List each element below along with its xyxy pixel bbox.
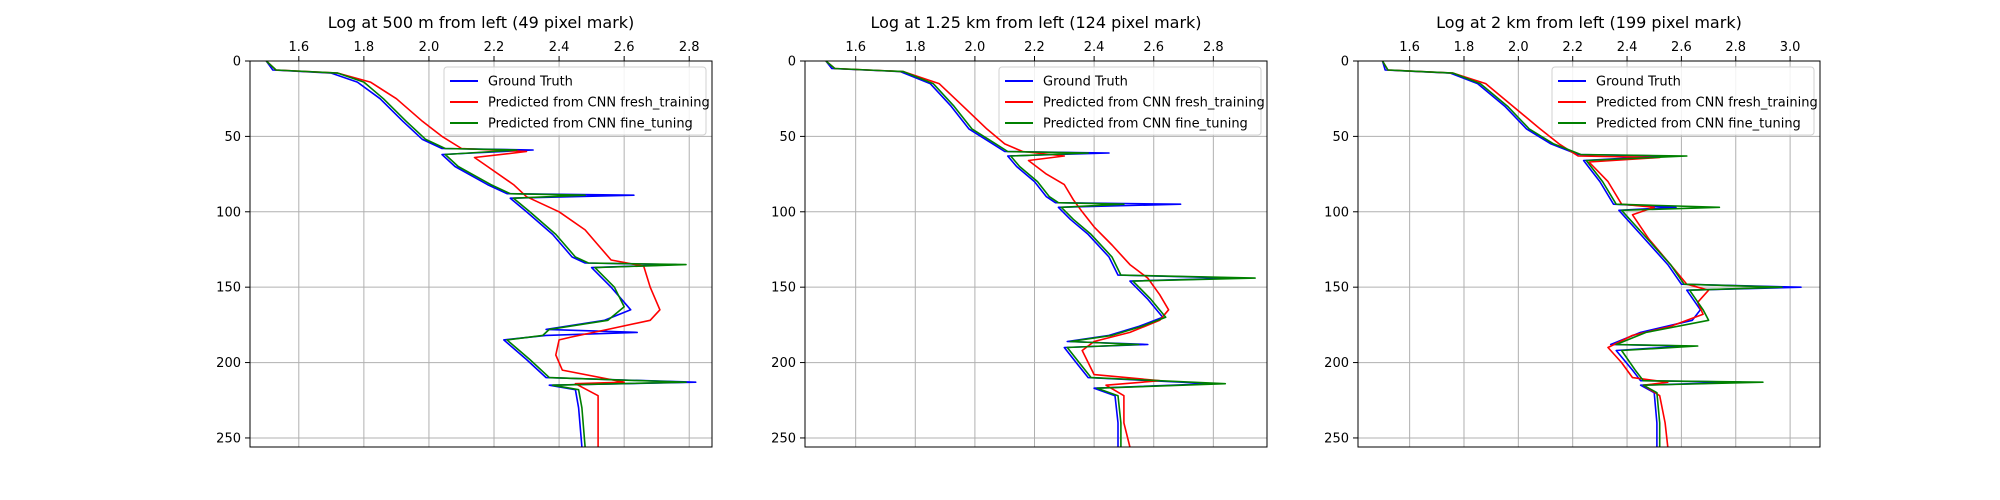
legend-label: Predicted from CNN fresh_training [1043,96,1265,111]
y-tick-label: 50 [224,130,241,145]
x-tick-label: 1.8 [1454,40,1475,55]
series-line-3 [825,60,1256,447]
legend-box [443,66,707,136]
x-tick-label: 2.2 [484,40,505,55]
legend-box [998,66,1262,136]
series-line-3 [265,60,687,448]
chart-title: Log at 2 km from left (199 pixel mark) [1436,13,1742,32]
x-tick-label: 2.4 [1084,40,1105,55]
plot-frame [1357,60,1821,448]
x-tick-label: 2.4 [549,40,570,55]
y-tick-label: 50 [1332,130,1349,145]
x-tick-label: 2.8 [1725,40,1746,55]
y-tick-label: 150 [771,281,796,296]
x-tick-label: 2.0 [419,40,440,55]
x-tick-label: 1.6 [288,40,309,55]
series-line-3 [1381,60,1783,447]
x-tick-label: 1.6 [1399,40,1420,55]
y-tick-label: 0 [1341,55,1349,70]
legend: Ground Truth Predicted from CNN fresh_tra… [998,66,1265,136]
x-tick-label: 2.6 [614,40,635,55]
legend-label: Predicted from CNN fresh_training [1596,96,1818,111]
y-tick-label: 50 [779,130,796,145]
legend-label: Predicted from CNN fine_tuning [1596,117,1801,132]
x-tick-label: 2.2 [1562,40,1583,55]
x-tick-label: 2.6 [1143,40,1164,55]
legend-label: Ground Truth [1596,75,1681,90]
y-tick-label: 250 [216,431,241,446]
x-tick-label: 2.2 [1024,40,1045,55]
series-line-2 [825,60,1170,448]
legend-label: Predicted from CNN fine_tuning [1043,117,1248,132]
x-tick-label: 2.8 [679,40,700,55]
x-tick-label: 1.8 [354,40,375,55]
legend: Ground Truth Predicted from CNN fresh_tra… [443,66,710,136]
legend: Ground Truth Predicted from CNN fresh_tra… [1551,66,1818,136]
series-line-1 [825,60,1238,447]
plot-frame [249,60,713,448]
plot-frame [804,60,1268,448]
legend-label: Predicted from CNN fresh_training [488,96,710,111]
chart-panel-1: 1.6 1.8 2.0 2.2 2.4 2.6 2.8 0 50 100 150 200 250 Log … [216,13,713,448]
x-tick-label: 2.4 [1617,40,1638,55]
y-tick-label: 100 [771,205,796,220]
x-tick-label: 2.0 [965,40,986,55]
y-tick-label: 150 [1324,281,1349,296]
legend-label: Ground Truth [488,75,573,90]
y-tick-label: 0 [788,55,796,70]
x-tick-label: 1.6 [845,40,866,55]
legend-box [1551,66,1815,136]
x-tick-label: 1.8 [905,40,926,55]
chart-panel-2: 1.6 1.8 2.0 2.2 2.4 2.6 2.8 0 50 100 150 200 250 Log … [771,13,1268,448]
chart-panel-3: 1.6 1.8 2.0 2.2 2.4 2.6 2.8 3.0 0 50 100 150 200 250 L… [1324,13,1821,448]
x-tick-label: 2.0 [1508,40,1529,55]
chart-title: Log at 500 m from left (49 pixel mark) [328,13,635,32]
y-tick-label: 250 [771,431,796,446]
y-tick-label: 200 [216,356,241,371]
y-tick-label: 100 [1324,205,1349,220]
x-tick-label: 3.0 [1780,40,1801,55]
x-tick-label: 2.6 [1671,40,1692,55]
series-line-2 [265,60,661,447]
x-tick-label: 2.8 [1203,40,1224,55]
y-tick-label: 200 [771,356,796,371]
chart-title: Log at 1.25 km from left (124 pixel mark… [870,13,1201,32]
y-tick-label: 100 [216,205,241,220]
legend-label: Predicted from CNN fine_tuning [488,117,693,132]
y-tick-label: 250 [1324,431,1349,446]
y-tick-label: 200 [1324,356,1349,371]
y-tick-label: 0 [233,55,241,70]
series-line-1 [265,60,697,448]
y-tick-label: 150 [216,281,241,296]
legend-label: Ground Truth [1043,75,1128,90]
